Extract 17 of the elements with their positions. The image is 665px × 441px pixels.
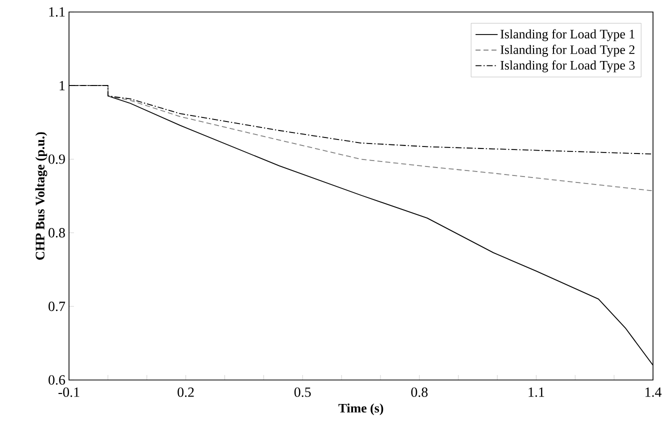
x-tick-label: 0.5 <box>294 388 311 397</box>
x-tick-label: -0.1 <box>58 388 80 397</box>
y-tick-label: 0.8 <box>48 228 65 238</box>
legend-label: Islanding for Load Type 2 <box>500 44 634 57</box>
x-tick-label: 1.4 <box>646 387 662 397</box>
y-tick-label: 0.7 <box>48 302 66 312</box>
legend-label: Islanding for Load Type 1 <box>500 29 634 42</box>
x-axis-title: Time (s) <box>338 403 384 416</box>
y-axis-title: CHP Bus Voltage (p.u.) <box>35 132 48 260</box>
legend-label: Islanding for Load Type 3 <box>500 60 635 72</box>
y-tick-label: 1 <box>60 80 65 90</box>
y-tick-label: 1.1 <box>49 7 65 17</box>
y-tick-label: 0.9 <box>48 154 65 164</box>
y-tick-label: 0.6 <box>48 375 66 385</box>
x-tick-label: 1.1 <box>528 387 544 397</box>
x-tick-label: 0.8 <box>411 388 428 397</box>
x-tick-label: 0.2 <box>178 388 194 397</box>
